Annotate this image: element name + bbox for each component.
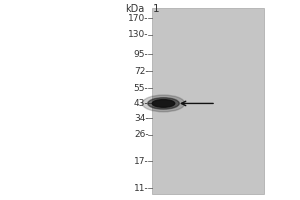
Text: 55-: 55-: [134, 84, 148, 93]
Text: 34-: 34-: [134, 114, 148, 123]
Text: 95-: 95-: [134, 50, 148, 59]
Ellipse shape: [152, 100, 175, 107]
Text: 26-: 26-: [134, 130, 148, 139]
Text: 170-: 170-: [128, 14, 148, 23]
Text: 1: 1: [153, 4, 159, 14]
Text: 72-: 72-: [134, 67, 148, 76]
Text: 43-: 43-: [134, 99, 148, 108]
Text: kDa: kDa: [125, 4, 144, 14]
Text: 17-: 17-: [134, 157, 148, 166]
Text: 130-: 130-: [128, 30, 148, 39]
Ellipse shape: [142, 95, 185, 112]
Ellipse shape: [148, 98, 179, 109]
Bar: [152, 8, 264, 194]
Text: 11-: 11-: [134, 184, 148, 193]
